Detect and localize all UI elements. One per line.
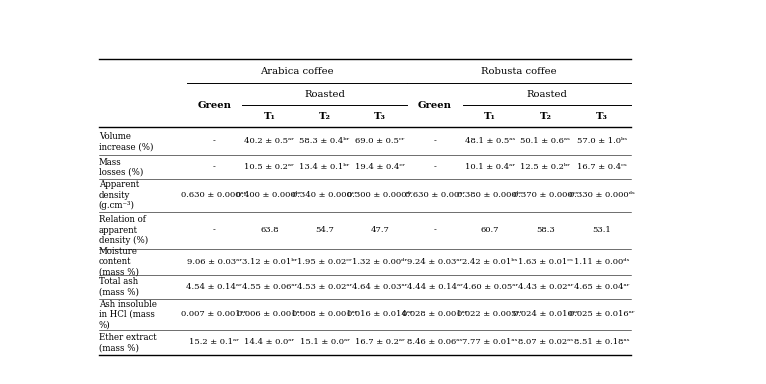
Text: 0.630 ± 0.000ᵃʳ: 0.630 ± 0.000ᵃʳ bbox=[182, 191, 247, 199]
Text: 4.60 ± 0.05ᵃʳ: 4.60 ± 0.05ᵃʳ bbox=[463, 283, 518, 291]
Text: 4.44 ± 0.14ᵃʳ: 4.44 ± 0.14ᵃʳ bbox=[407, 283, 463, 291]
Text: 0.370 ± 0.000ᶜˢ: 0.370 ± 0.000ᶜˢ bbox=[512, 191, 578, 199]
Text: 1.11 ± 0.00ᵈˢ: 1.11 ± 0.00ᵈˢ bbox=[574, 258, 630, 266]
Text: 14.4 ± 0.0ᵃʳ: 14.4 ± 0.0ᵃʳ bbox=[244, 339, 295, 346]
Text: 0.008 ± 0.001ᵃʳ: 0.008 ± 0.001ᵃʳ bbox=[292, 310, 358, 318]
Text: Ether extract
(mass %): Ether extract (mass %) bbox=[99, 333, 156, 352]
Text: 4.65 ± 0.04ᵃʳ: 4.65 ± 0.04ᵃʳ bbox=[574, 283, 630, 291]
Text: 8.46 ± 0.06ᵃˢ: 8.46 ± 0.06ᵃˢ bbox=[408, 339, 463, 346]
Text: -: - bbox=[213, 137, 215, 146]
Text: 0.630 ± 0.00ᵃʳ: 0.630 ± 0.00ᵃʳ bbox=[405, 191, 465, 199]
Text: 13.4 ± 0.1ᵇʳ: 13.4 ± 0.1ᵇʳ bbox=[300, 163, 350, 171]
Text: 48.1 ± 0.5ᵃˢ: 48.1 ± 0.5ᵃˢ bbox=[465, 137, 516, 146]
Text: 15.1 ± 0.0ᵃʳ: 15.1 ± 0.0ᵃʳ bbox=[300, 339, 349, 346]
Text: Green: Green bbox=[197, 101, 231, 110]
Text: Roasted: Roasted bbox=[304, 89, 345, 99]
Text: Mass
losses (%): Mass losses (%) bbox=[99, 157, 143, 177]
Text: Roasted: Roasted bbox=[526, 89, 567, 99]
Text: 69.0 ± 0.5ᶜʳ: 69.0 ± 0.5ᶜʳ bbox=[355, 137, 404, 146]
Text: 10.1 ± 0.4ᵃʳ: 10.1 ± 0.4ᵃʳ bbox=[465, 163, 516, 171]
Text: 16.7 ± 0.4ᶜˢ: 16.7 ± 0.4ᶜˢ bbox=[577, 163, 627, 171]
Text: -: - bbox=[213, 163, 215, 171]
Text: 4.54 ± 0.14ᵃʳ: 4.54 ± 0.14ᵃʳ bbox=[186, 283, 242, 291]
Text: 58.3 ± 0.4ᵇʳ: 58.3 ± 0.4ᵇʳ bbox=[300, 137, 350, 146]
Text: 0.024 ± 0.010ᵃʳ: 0.024 ± 0.010ᵃʳ bbox=[512, 310, 578, 318]
Text: Arabica coffee: Arabica coffee bbox=[260, 67, 334, 76]
Text: 4.53 ± 0.02ᵃʳ: 4.53 ± 0.02ᵃʳ bbox=[297, 283, 352, 291]
Text: T₁: T₁ bbox=[264, 112, 275, 121]
Text: 10.5 ± 0.2ᵃʳ: 10.5 ± 0.2ᵃʳ bbox=[244, 163, 294, 171]
Text: 0.006 ± 0.001ᵃʳ: 0.006 ± 0.001ᵃʳ bbox=[237, 310, 303, 318]
Text: 7.77 ± 0.01ᵃˢ: 7.77 ± 0.01ᵃˢ bbox=[463, 339, 518, 346]
Text: -: - bbox=[213, 226, 215, 234]
Text: Relation of
apparent
density (%): Relation of apparent density (%) bbox=[99, 215, 148, 245]
Text: Robusta coffee: Robusta coffee bbox=[481, 67, 557, 76]
Text: T₃: T₃ bbox=[596, 112, 607, 121]
Text: 8.07 ± 0.02ᵃˢ: 8.07 ± 0.02ᵃˢ bbox=[518, 339, 573, 346]
Text: 19.4 ± 0.4ᶜʳ: 19.4 ± 0.4ᶜʳ bbox=[355, 163, 405, 171]
Text: 9.24 ± 0.03ᵃʳ: 9.24 ± 0.03ᵃʳ bbox=[408, 258, 463, 266]
Text: 0.028 ± 0.001ᵃʳ: 0.028 ± 0.001ᵃʳ bbox=[402, 310, 468, 318]
Text: 0.300 ± 0.000ᵈʳ: 0.300 ± 0.000ᵈʳ bbox=[347, 191, 413, 199]
Text: Apparent
density
(g.cm⁻³): Apparent density (g.cm⁻³) bbox=[99, 180, 139, 210]
Text: -: - bbox=[434, 137, 437, 146]
Text: 8.51 ± 0.18ᵃˢ: 8.51 ± 0.18ᵃˢ bbox=[574, 339, 630, 346]
Text: 63.8: 63.8 bbox=[260, 226, 279, 234]
Text: T₃: T₃ bbox=[374, 112, 386, 121]
Text: 0.022 ± 0.005ᵃʳ: 0.022 ± 0.005ᵃʳ bbox=[457, 310, 523, 318]
Text: 0.340 ± 0.000ᶜʳ: 0.340 ± 0.000ᶜʳ bbox=[292, 191, 358, 199]
Text: 1.95 ± 0.02ᶜʳ: 1.95 ± 0.02ᶜʳ bbox=[297, 258, 352, 266]
Text: 0.330 ± 0.000ᵈˢ: 0.330 ± 0.000ᵈˢ bbox=[569, 191, 635, 199]
Text: Moisture
content
(mass %): Moisture content (mass %) bbox=[99, 247, 139, 277]
Text: 58.3: 58.3 bbox=[536, 226, 555, 234]
Text: 50.1 ± 0.6ᵃˢ: 50.1 ± 0.6ᵃˢ bbox=[520, 137, 571, 146]
Text: -: - bbox=[434, 226, 437, 234]
Text: T₂: T₂ bbox=[319, 112, 331, 121]
Text: 0.380 ± 0.000ᵇˢ: 0.380 ± 0.000ᵇˢ bbox=[457, 191, 523, 199]
Text: 0.016 ± 0.014ᵃʳ: 0.016 ± 0.014ᵃʳ bbox=[347, 310, 413, 318]
Text: 4.64 ± 0.03ᵃʳ: 4.64 ± 0.03ᵃʳ bbox=[352, 283, 408, 291]
Text: 2.42 ± 0.01ᵇˢ: 2.42 ± 0.01ᵇˢ bbox=[463, 258, 518, 266]
Text: 1.63 ± 0.01ᶜˢ: 1.63 ± 0.01ᶜˢ bbox=[518, 258, 573, 266]
Text: 53.1: 53.1 bbox=[592, 226, 611, 234]
Text: Green: Green bbox=[418, 101, 452, 110]
Text: 4.55 ± 0.06ᵃʳ: 4.55 ± 0.06ᵃʳ bbox=[241, 283, 297, 291]
Text: T₁: T₁ bbox=[484, 112, 496, 121]
Text: 12.5 ± 0.2ᵇʳ: 12.5 ± 0.2ᵇʳ bbox=[520, 163, 571, 171]
Text: 54.7: 54.7 bbox=[315, 226, 334, 234]
Text: 0.025 ± 0.016ᵃʳ: 0.025 ± 0.016ᵃʳ bbox=[569, 310, 635, 318]
Text: 60.7: 60.7 bbox=[481, 226, 499, 234]
Text: 47.7: 47.7 bbox=[371, 226, 389, 234]
Text: 57.0 ± 1.0ᵇˢ: 57.0 ± 1.0ᵇˢ bbox=[577, 137, 627, 146]
Text: Total ash
(mass %): Total ash (mass %) bbox=[99, 277, 139, 297]
Text: 16.7 ± 0.2ᵃʳ: 16.7 ± 0.2ᵃʳ bbox=[355, 339, 404, 346]
Text: Ash insoluble
in HCl (mass
%): Ash insoluble in HCl (mass %) bbox=[99, 300, 157, 329]
Text: 15.2 ± 0.1ᵃʳ: 15.2 ± 0.1ᵃʳ bbox=[189, 339, 239, 346]
Text: T₂: T₂ bbox=[539, 112, 552, 121]
Text: 0.007 ± 0.001ᵃʳ: 0.007 ± 0.001ᵃʳ bbox=[182, 310, 247, 318]
Text: 9.06 ± 0.03ᵃʳ: 9.06 ± 0.03ᵃʳ bbox=[187, 258, 242, 266]
Text: Volume
increase (%): Volume increase (%) bbox=[99, 132, 153, 151]
Text: 40.2 ± 0.5ᵃʳ: 40.2 ± 0.5ᵃʳ bbox=[244, 137, 294, 146]
Text: 3.12 ± 0.01ᵇʳ: 3.12 ± 0.01ᵇʳ bbox=[241, 258, 297, 266]
Text: 1.32 ± 0.00ᵈʳ: 1.32 ± 0.00ᵈʳ bbox=[352, 258, 408, 266]
Text: 0.400 ± 0.000ᵇʳ: 0.400 ± 0.000ᵇʳ bbox=[237, 191, 303, 199]
Text: 4.43 ± 0.02ᵃʳ: 4.43 ± 0.02ᵃʳ bbox=[518, 283, 573, 291]
Text: -: - bbox=[434, 163, 437, 171]
